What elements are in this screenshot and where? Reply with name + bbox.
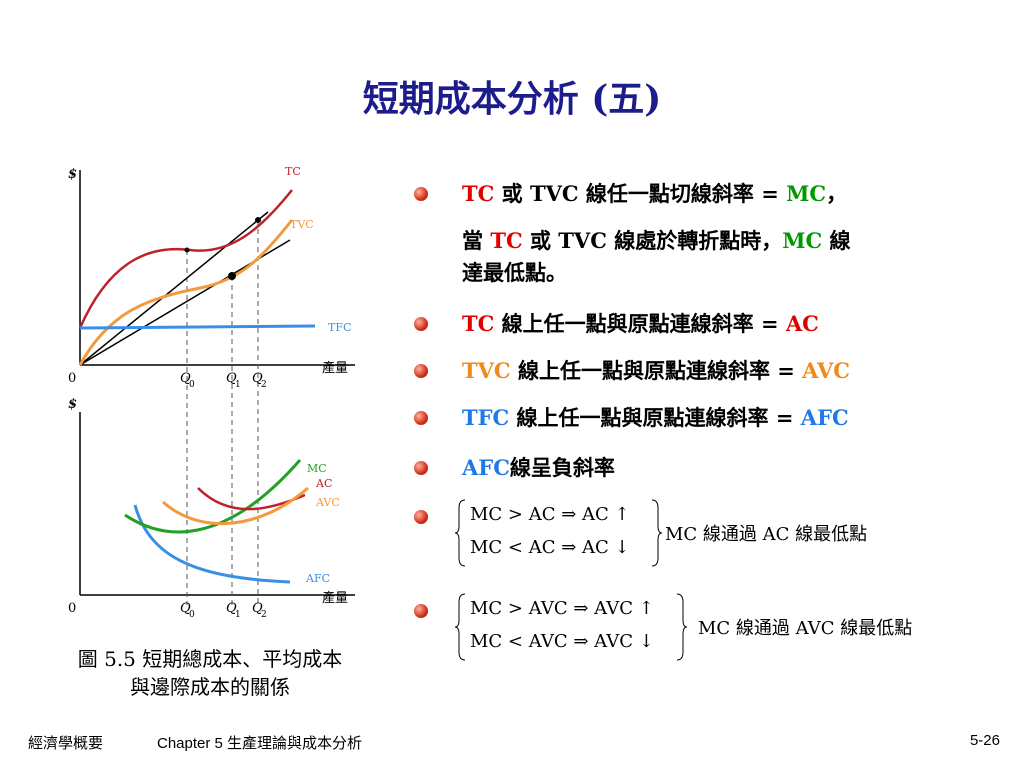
curve-label: AFC — [305, 572, 330, 585]
bullet-icon — [414, 604, 428, 618]
quantity-label: Q — [226, 371, 237, 386]
text-run: AVC — [802, 358, 850, 383]
text-run: 或 TVC 線處於轉折點時， — [522, 228, 783, 253]
text-run: AFC — [462, 455, 510, 480]
origin-label: 0 — [68, 601, 76, 616]
axis-label: $ — [68, 397, 77, 412]
text-run: AC — [785, 311, 819, 336]
text-run: 線上任一點與原點連線斜率 = — [509, 405, 801, 430]
bullet-line: TVC 線上任一點與原點連線斜率 = AVC — [462, 355, 850, 385]
bullet-icon — [414, 510, 428, 524]
formula-conclusion: MC 線通過 AC 線最低點 — [665, 524, 868, 545]
text-run: 或 TVC 線任一點切線斜率 = — [494, 181, 787, 206]
brace-right — [676, 593, 687, 661]
quantity-label: Q — [252, 601, 263, 616]
origin-label: 0 — [68, 371, 76, 386]
formula-row: MC < AC ⇒ AC ↓ — [470, 537, 630, 558]
quantity-sub: 0 — [189, 610, 195, 620]
quantity-sub: 0 — [189, 380, 195, 390]
quantity-label: Q — [180, 601, 191, 616]
caption-line: 與邊際成本的關係 — [130, 675, 290, 699]
axis-label: 產量 — [322, 360, 348, 376]
bullet-icon — [414, 317, 428, 331]
text-run: TFC — [462, 405, 510, 430]
quantity-label: Q — [252, 371, 263, 386]
curve-label: TFC — [328, 321, 351, 334]
axis-label: 產量 — [322, 590, 348, 606]
formula-row: MC > AVC ⇒ AVC ↑ — [470, 598, 654, 619]
curve-label: MC — [307, 462, 327, 475]
bullet-line: AFC線呈負斜率 — [462, 452, 615, 482]
formula-conclusion: MC 線通過 AVC 線最低點 — [698, 618, 913, 639]
bullet-icon — [414, 187, 428, 201]
curve-label: TVC — [290, 218, 314, 231]
text-run: MC — [782, 228, 823, 253]
formula-row: MC < AVC ⇒ AVC ↓ — [470, 631, 654, 652]
text-run: TC — [490, 228, 523, 253]
text-run: 當 — [462, 228, 491, 253]
text-run: 線上任一點與原點連線斜率 = — [494, 311, 786, 336]
text-run: 線呈負斜率 — [509, 455, 615, 480]
brace-left — [455, 593, 466, 661]
text-run: 線 — [822, 228, 851, 253]
bullet-icon — [414, 461, 428, 475]
axis-label: $ — [68, 167, 77, 182]
text-run: ， — [826, 181, 848, 206]
title: 短期成本分析 (五) — [362, 78, 662, 120]
brace — [455, 593, 466, 661]
bullet-icon — [414, 364, 428, 378]
quantity-sub: 1 — [235, 610, 241, 620]
curve-label: AVC — [315, 496, 340, 509]
footer-book: 經濟學概要 — [28, 735, 104, 752]
brace-right — [651, 499, 662, 567]
text-run: 線上任一點與原點連線斜率 = — [510, 358, 803, 383]
curve-label: AC — [315, 477, 332, 490]
quantity-sub: 2 — [261, 610, 267, 620]
text-run: 達最低點。 — [462, 260, 567, 285]
quantity-sub: 2 — [261, 380, 267, 390]
text-run: MC — [786, 181, 827, 206]
brace — [455, 499, 466, 567]
caption: 圖 5.5 短期總成本、平均成本 與邊際成本的關係 — [0, 645, 420, 701]
brace — [676, 593, 687, 661]
footer-chapter: Chapter 5 生產理論與成本分析 — [157, 735, 363, 752]
bullet-icon — [414, 411, 428, 425]
bullet-line: 達最低點。 — [462, 257, 567, 287]
bullet-line: TFC 線上任一點與原點連線斜率 = AFC — [462, 402, 849, 432]
text-run: TVC — [462, 358, 511, 383]
formula-row: MC > AC ⇒ AC ↑ — [470, 504, 630, 525]
brace — [651, 499, 662, 567]
brace-left — [455, 499, 466, 567]
text-run: TC — [462, 181, 495, 206]
bullet-line: TC 或 TVC 線任一點切線斜率 = MC， — [462, 178, 847, 208]
quantity-label: Q — [180, 371, 191, 386]
quantity-sub: 1 — [235, 380, 241, 390]
bullet-line: 當 TC 或 TVC 線處於轉折點時，MC 線 — [462, 225, 851, 255]
footer-page: 5-26 — [969, 732, 1000, 749]
caption-line: 圖 5.5 短期總成本、平均成本 — [77, 647, 343, 671]
curve-label: TC — [285, 165, 301, 178]
bullet-line: TC 線上任一點與原點連線斜率 = AC — [462, 308, 819, 338]
text-run: AFC — [800, 405, 849, 430]
text-run: TC — [462, 311, 495, 336]
quantity-label: Q — [226, 601, 237, 616]
